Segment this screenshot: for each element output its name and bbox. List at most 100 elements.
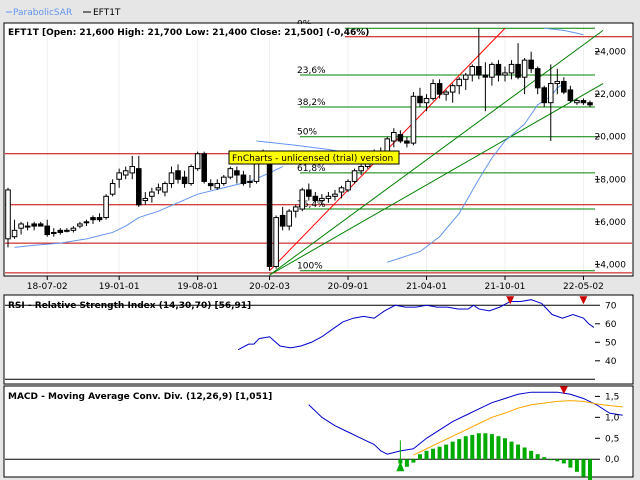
macd-histogram-bar [588,459,592,480]
candle-body [116,172,122,180]
candle-body [50,231,57,234]
candle-body [345,180,351,191]
macd-signal-line [413,400,623,456]
candle-body [142,197,149,202]
macd-histogram-bar [496,436,501,460]
macd-y-tick-label: 0,5 [605,434,619,444]
price-x-tick-label: 20-02-03 [249,282,290,292]
candle-body [24,225,31,228]
macd-y-tick-label: 1,5 [605,392,619,402]
macd-histogram-bar [404,459,409,467]
candle-body [122,170,129,176]
candle-body [332,193,338,197]
price-y-tick-label: 24,000 [595,48,627,58]
candle-body [149,191,155,197]
candle-body [240,174,247,185]
candle-body [90,217,96,221]
macd-histogram-bar [424,450,429,460]
rsi-panel-frame [3,294,634,385]
macd-buy-marker [396,461,405,472]
rsi-markers [506,296,588,305]
price-y-axis: 14,000 16,000 18,000 20,000 22,000 24,000 [595,48,627,271]
candle-body [286,210,292,227]
macd-panel-title: MACD - Moving Average Conv. Div. (12,26,… [8,392,272,402]
price-x-tick-label: 21-04-01 [406,282,447,292]
candle-body [528,59,534,70]
price-x-tick-label: 20-09-01 [328,282,369,292]
legend-label-price[interactable]: EFT1T [93,8,121,18]
fib-label: 50% [297,128,317,138]
trendline-green [269,83,604,276]
rsi-y-tick-label: 60 [605,320,617,330]
price-y-tick-label: 18,000 [595,175,627,185]
candle-body [567,89,574,102]
candle-body [37,223,44,227]
rsi-sell-marker [506,296,515,305]
macd-histogram-bar [529,450,534,460]
macd-lines [308,391,623,456]
macd-histogram-bar [574,459,579,472]
candle-body [482,74,489,78]
candle-body [299,189,306,210]
trendline-green [269,29,604,276]
candle-body [11,229,18,238]
candle-body [57,229,64,233]
price-title-background [5,24,345,38]
macd-panel-frame [3,385,634,478]
candle-body [417,95,423,104]
candle-body [5,189,11,240]
candle-body [109,183,116,195]
watermark-box [228,150,400,165]
candle-body [77,223,83,227]
macd-histogram-bar [542,457,547,460]
candle-body [521,59,528,78]
macd-histogram-bar [489,434,494,460]
candle-body [587,102,593,106]
watermark-text: FnCharts - unlicensed (trial) version [232,154,393,164]
candle-body [384,138,391,153]
macd-markers [396,386,568,472]
candle-body [430,83,436,99]
candle-body [221,176,227,185]
price-panel: 0%23,6%38,2%50%61,8%76,4%100% EFT1T [Ope… [3,19,634,292]
candle-body [83,221,90,224]
candle-body [338,187,345,193]
rsi-line [237,299,595,351]
macd-histogram-bar [470,434,475,460]
candle-body [436,83,443,95]
candle-body [469,66,476,76]
candle-body [168,172,175,185]
macd-histogram-bar [417,454,422,460]
candle-body [266,159,273,267]
candle-body [181,176,188,185]
candle-body [574,100,580,104]
candle-body [449,85,456,93]
candle-body [312,195,319,202]
candle-body [443,91,449,95]
macd-histogram-bar [581,459,586,477]
macd-histogram-bar [555,459,560,462]
macd-histogram-bar [450,441,455,460]
rsi-y-axis: 40 50 60 70 [595,301,617,367]
macd-line [308,391,623,455]
fib-label: 100% [297,262,323,272]
legend-label-sar[interactable]: ParabolicSAR [13,8,72,18]
rsi-y-tick-label: 40 [605,357,617,367]
rsi-sell-marker [579,296,588,305]
rsi-panel: RSI - Relative Strength Index (14,30,70)… [3,294,634,385]
candle-body [462,74,469,80]
price-x-axis: 18-07-02 19-01-01 19-08-01 20-02-03 20-09-01… [27,276,604,292]
fib-label: 76,4% [297,200,326,210]
price-y-tick-label: 16,000 [595,218,627,228]
rsi-levels [5,304,595,380]
candle-body [351,170,358,182]
macd-sell-marker [559,386,568,395]
legend-background [0,0,640,22]
macd-histogram-bar [535,454,540,460]
candle-body [162,183,168,193]
candle-body [18,223,24,229]
candle-body [135,168,142,206]
candle-body [547,83,554,104]
candle-body [554,80,561,85]
